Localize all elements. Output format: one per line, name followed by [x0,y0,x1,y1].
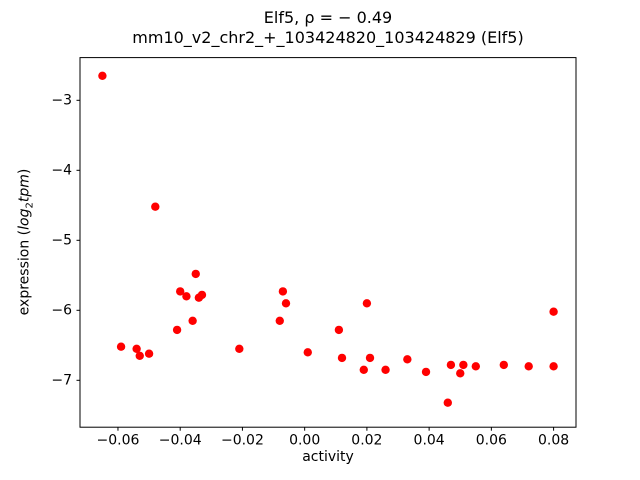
x-tick-label: 0.02 [351,432,382,448]
data-point [549,307,558,316]
data-point [175,287,185,296]
data-point [334,325,344,335]
data-point [337,353,347,363]
chart-title-line2: mm10_v2_chr2_+_103424820_103424829 (Elf5… [132,28,524,47]
data-point [381,365,390,374]
data-point [135,351,144,360]
x-tick-label: −0.04 [159,432,202,448]
data-point [98,71,107,81]
data-point [443,398,452,407]
data-point [549,362,558,371]
axes-box [79,57,577,428]
y-axis-label: expression (log2tpm) [16,168,36,316]
y-tick-label: −5 [51,232,72,248]
x-tick-label: −0.02 [221,432,264,448]
y-tick-label: −7 [51,372,72,388]
chart-title-line1: Elf5, ρ = − 0.49 [263,8,393,27]
data-point [359,365,368,374]
data-point [132,344,141,353]
data-point [403,355,412,364]
y-tick-label: −4 [51,162,72,178]
x-tick-label: 0.08 [538,432,569,448]
data-point [459,360,468,370]
data-point [365,353,375,363]
data-point [182,292,191,301]
data-point [172,325,182,335]
x-tick-label: −0.06 [97,432,140,448]
data-point [362,299,372,308]
data-point [151,202,160,211]
data-point [144,349,154,358]
data-point [197,290,207,300]
data-point [116,342,126,351]
data-point [471,362,481,371]
data-point [303,348,312,357]
x-axis-label: activity [302,449,354,465]
data-point [188,316,197,325]
data-point [456,369,465,378]
y-tick-label: −6 [51,302,72,318]
x-tick-label: 0.00 [289,432,320,448]
x-tick-label: 0.04 [414,432,445,448]
data-point [235,344,244,353]
data-point [524,362,533,371]
x-tick-label: 0.06 [476,432,507,448]
data-point [499,360,509,370]
data-point [191,269,200,279]
y-tick-label: −3 [51,92,72,108]
data-point [421,367,431,377]
data-point [275,316,284,325]
data-point [278,287,288,296]
data-point [281,299,291,308]
data-point [446,360,456,370]
